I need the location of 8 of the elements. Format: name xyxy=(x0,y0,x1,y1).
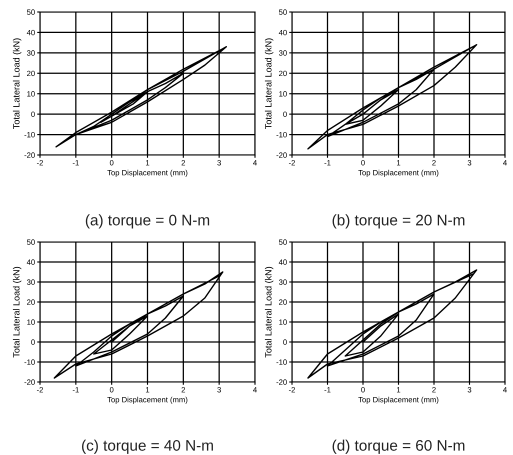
y-axis-title: Total Lateral Load (kN) xyxy=(12,38,22,129)
y-axis-title: Total Lateral Load (kN) xyxy=(12,266,22,358)
text: (b) torque = 20 N-m xyxy=(332,214,464,228)
y-axis-title: Total Lateral Load (kN) xyxy=(264,266,274,358)
text: (c) torque = 40 N-m xyxy=(82,440,213,454)
text: (a) torque = 0 N-m xyxy=(86,214,210,228)
text: (d) torque = 60 N-m xyxy=(332,440,464,454)
y-axis-title: Total Lateral Load (kN) xyxy=(264,38,274,129)
